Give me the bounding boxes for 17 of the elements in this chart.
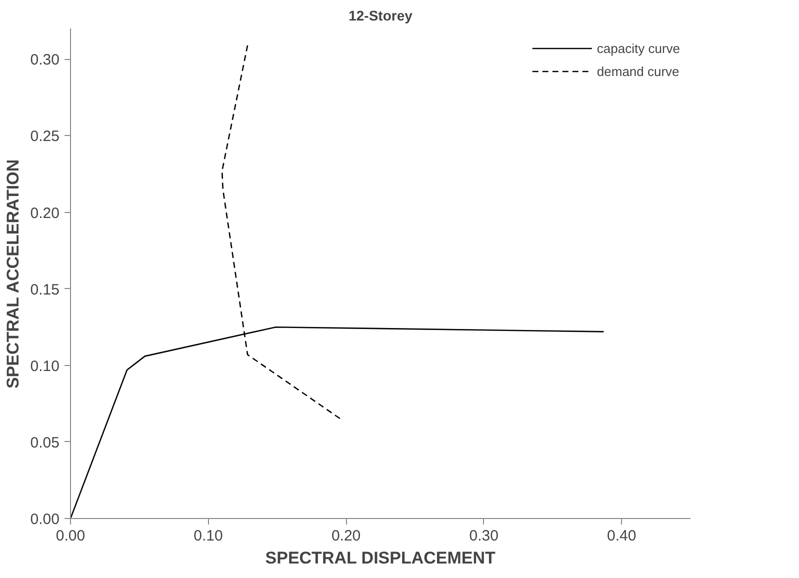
x-tick-label: 0.30 bbox=[469, 528, 498, 544]
y-tick-label: 0.05 bbox=[30, 434, 60, 452]
x-axis-title: SPECTRAL DISPLACEMENT bbox=[265, 548, 496, 568]
legend-label: capacity curve bbox=[596, 40, 680, 56]
y-tick-label: 0.25 bbox=[30, 128, 60, 146]
y-tick-label: 0.30 bbox=[30, 52, 60, 69]
y-tick-label: 0.15 bbox=[30, 281, 60, 298]
chart-title: 12-Storey bbox=[348, 8, 413, 24]
x-tick-label: 0.40 bbox=[607, 528, 636, 544]
x-tick-label: 0.20 bbox=[331, 528, 361, 544]
y-tick-label: 0.10 bbox=[30, 358, 60, 375]
y-axis-title: SPECTRAL ACCELERATION bbox=[3, 159, 22, 389]
legend-label: demand curve bbox=[596, 64, 680, 78]
y-tick-label: 0.20 bbox=[30, 204, 60, 222]
x-tick-label: 0.10 bbox=[194, 528, 223, 544]
x-tick-label: 0.00 bbox=[56, 528, 86, 544]
y-tick-label: 0.00 bbox=[30, 511, 60, 528]
